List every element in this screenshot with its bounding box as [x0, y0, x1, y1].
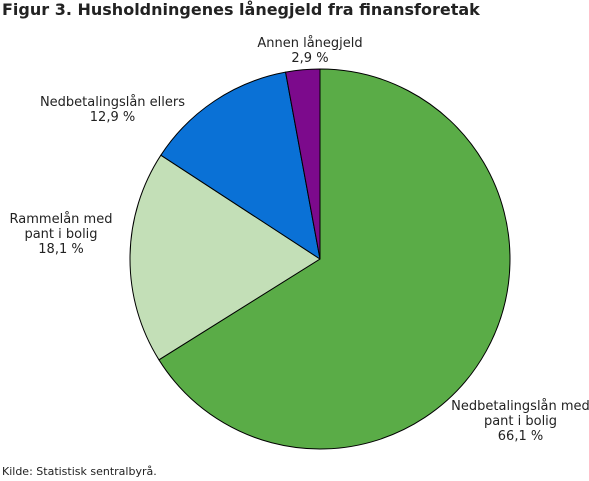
slice-label-text: Nedbetalingslån ellers — [39, 95, 186, 110]
slice-label-text: Rammelån med — [9, 212, 113, 227]
slice-value-label: 18,1 % — [38, 242, 84, 257]
chart-title: Figur 3. Husholdningenes lånegjeld fra f… — [2, 0, 480, 19]
source-note: Kilde: Statistisk sentralbyrå. — [2, 465, 157, 478]
slice-label-nedbetalingslan-med-pant: Nedbetalingslån med pant i bolig 66,1 % — [448, 399, 589, 444]
slice-value-label: 12,9 % — [89, 110, 136, 125]
slice-label-text: Nedbetalingslån med — [451, 399, 589, 414]
pie-slice-3 — [285, 68, 321, 260]
pie-slice-0 — [158, 68, 511, 450]
slice-label-nedbetalingslan-ellers: Nedbetalingslån ellers 12,9 % — [30, 95, 195, 125]
pie-slice-2 — [160, 71, 321, 260]
slice-label-text: pant i bolig — [24, 227, 98, 242]
slice-value-label: 2,9 % — [291, 51, 329, 66]
slice-label-text: pant i bolig — [483, 414, 558, 429]
slice-value-label: 66,1 % — [497, 429, 544, 444]
slice-label-rammelan-med-pant: Rammelån med pant i bolig 18,1 % — [3, 212, 119, 257]
slice-label-annen-lanegjeld: Annen lånegjeld 2,9 % — [245, 36, 375, 66]
pie-slice-1 — [129, 154, 321, 361]
slice-label-text: Annen lånegjeld — [257, 36, 363, 51]
